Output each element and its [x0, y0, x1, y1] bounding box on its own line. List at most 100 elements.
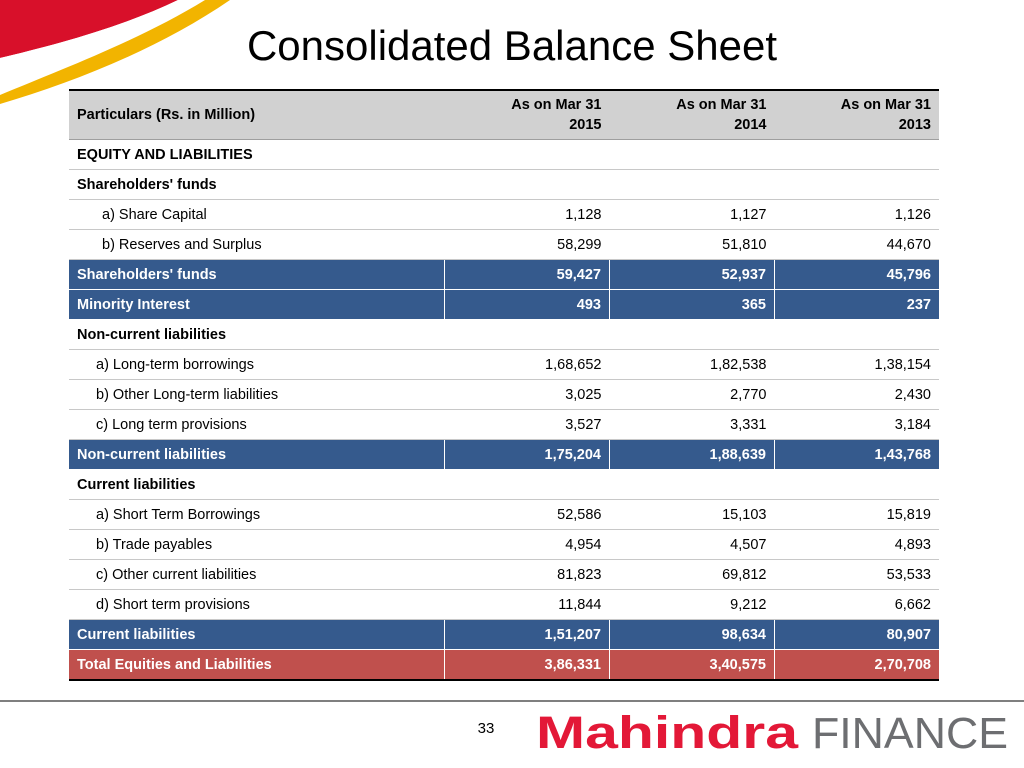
row-value-2013: 1,43,768 [773, 439, 939, 470]
row-label: EQUITY AND LIABILITIES [69, 139, 445, 170]
row-value-2013: 1,126 [774, 199, 939, 230]
row-value-2014 [609, 319, 775, 350]
row-value-2014: 1,88,639 [608, 439, 775, 470]
subtotal-row-non-current-liabilities: Non-current liabilities 1,75,204 1,88,63… [69, 439, 939, 470]
header-2014-line1: As on Mar 31 [676, 97, 767, 113]
header-particulars: Particulars (Rs. in Million) [69, 90, 445, 140]
row-label: d) Short term provisions [69, 589, 445, 620]
row-value-2015: 493 [444, 289, 610, 320]
row-label: a) Short Term Borrowings [69, 499, 445, 530]
row-label: a) Share Capital [69, 199, 445, 230]
row-value-2013 [774, 469, 939, 500]
table-row-short-term-borrowings: a) Short Term Borrowings 52,586 15,103 1… [69, 499, 939, 530]
row-value-2013 [774, 169, 939, 200]
row-value-2015: 1,68,652 [444, 349, 610, 380]
row-value-2015 [444, 139, 610, 170]
row-value-2015: 52,586 [444, 499, 610, 530]
row-value-2014: 51,810 [609, 229, 775, 260]
row-value-2015: 3,025 [444, 379, 610, 410]
row-label: Current liabilities [69, 619, 445, 650]
row-label: b) Other Long-term liabilities [69, 379, 445, 410]
row-label: b) Trade payables [69, 529, 445, 560]
row-label: Shareholders' funds [69, 259, 445, 290]
row-value-2013: 2,70,708 [773, 649, 939, 680]
row-value-2013: 1,38,154 [774, 349, 939, 380]
row-value-2015 [444, 469, 610, 500]
total-row-equities-liabilities: Total Equities and Liabilities 3,86,331 … [69, 649, 939, 680]
header-2015-line2: 2015 [569, 117, 602, 133]
header-2013-line2: 2013 [898, 117, 931, 133]
header-2015-line1: As on Mar 31 [511, 97, 602, 113]
subtotal-row-shareholders-funds: Shareholders' funds 59,427 52,937 45,796 [69, 259, 939, 290]
header-2015: As on Mar 31 2015 [444, 90, 610, 140]
table-row-trade-payables: b) Trade payables 4,954 4,507 4,893 [69, 529, 939, 560]
row-value-2014: 4,507 [609, 529, 775, 560]
table-row-long-term-borrowings: a) Long-term borrowings 1,68,652 1,82,53… [69, 349, 939, 380]
row-value-2015: 1,128 [444, 199, 610, 230]
balance-sheet-table: Particulars (Rs. in Million) As on Mar 3… [69, 89, 939, 681]
row-label: b) Reserves and Surplus [69, 229, 445, 260]
section-row-non-current-liabilities: Non-current liabilities [69, 319, 939, 350]
logo-suffix-text: FINANCE [812, 709, 1008, 758]
row-value-2015: 1,75,204 [444, 439, 610, 470]
row-value-2014: 52,937 [608, 259, 775, 290]
row-value-2015: 59,427 [444, 259, 610, 290]
row-value-2015 [444, 319, 610, 350]
section-row-equity-liabilities: EQUITY AND LIABILITIES [69, 139, 939, 170]
row-label: Minority Interest [69, 289, 445, 320]
row-label: c) Long term provisions [69, 409, 445, 440]
header-2014: As on Mar 31 2014 [609, 90, 775, 140]
row-value-2015: 81,823 [444, 559, 610, 590]
corner-swoosh-decoration [0, 0, 230, 104]
row-value-2013: 15,819 [774, 499, 939, 530]
section-row-current-liabilities: Current liabilities [69, 469, 939, 500]
row-value-2013: 4,893 [774, 529, 939, 560]
row-value-2014 [609, 169, 775, 200]
row-value-2015: 1,51,207 [444, 619, 610, 650]
row-value-2014: 365 [608, 289, 775, 320]
row-value-2014: 98,634 [608, 619, 775, 650]
row-label: a) Long-term borrowings [69, 349, 445, 380]
table-row-other-long-term-liabilities: b) Other Long-term liabilities 3,025 2,7… [69, 379, 939, 410]
mahindra-finance-logo: Mahindra FINANCE [536, 708, 1008, 758]
header-2014-line2: 2014 [734, 117, 767, 133]
row-value-2014: 9,212 [609, 589, 775, 620]
row-value-2014: 69,812 [609, 559, 775, 590]
table-row-reserves-surplus: b) Reserves and Surplus 58,299 51,810 44… [69, 229, 939, 260]
row-label: Shareholders' funds [69, 169, 445, 200]
row-value-2014: 2,770 [609, 379, 775, 410]
header-2013: As on Mar 31 2013 [774, 90, 939, 140]
row-value-2013: 45,796 [773, 259, 939, 290]
row-value-2015: 3,86,331 [444, 649, 610, 680]
row-value-2013 [774, 319, 939, 350]
footer-divider [0, 700, 1024, 702]
row-label: Non-current liabilities [69, 319, 445, 350]
row-value-2015: 4,954 [444, 529, 610, 560]
row-value-2014 [609, 469, 775, 500]
table-row-long-term-provisions: c) Long term provisions 3,527 3,331 3,18… [69, 409, 939, 440]
subtotal-row-minority-interest: Minority Interest 493 365 237 [69, 289, 939, 320]
page-title: Consolidated Balance Sheet [246, 22, 778, 69]
table-header-row: Particulars (Rs. in Million) As on Mar 3… [69, 90, 939, 140]
row-value-2013 [774, 139, 939, 170]
table-row-share-capital: a) Share Capital 1,128 1,127 1,126 [69, 199, 939, 230]
row-value-2014: 1,82,538 [609, 349, 775, 380]
row-value-2015: 11,844 [444, 589, 610, 620]
row-value-2013: 53,533 [774, 559, 939, 590]
row-value-2015 [444, 169, 610, 200]
row-value-2015: 3,527 [444, 409, 610, 440]
section-row-shareholders-funds: Shareholders' funds [69, 169, 939, 200]
row-label: Current liabilities [69, 469, 445, 500]
row-value-2013: 6,662 [774, 589, 939, 620]
page-number: 33 [477, 720, 495, 737]
row-value-2013: 237 [773, 289, 939, 320]
logo-brand-text: Mahindra [536, 708, 799, 758]
header-2013-line1: As on Mar 31 [840, 97, 931, 113]
table-row-other-current-liabilities: c) Other current liabilities 81,823 69,8… [69, 559, 939, 590]
row-value-2014: 15,103 [609, 499, 775, 530]
row-value-2015: 58,299 [444, 229, 610, 260]
row-value-2013: 80,907 [773, 619, 939, 650]
table-row-short-term-provisions: d) Short term provisions 11,844 9,212 6,… [69, 589, 939, 620]
row-value-2014: 1,127 [609, 199, 775, 230]
row-value-2014 [609, 139, 775, 170]
